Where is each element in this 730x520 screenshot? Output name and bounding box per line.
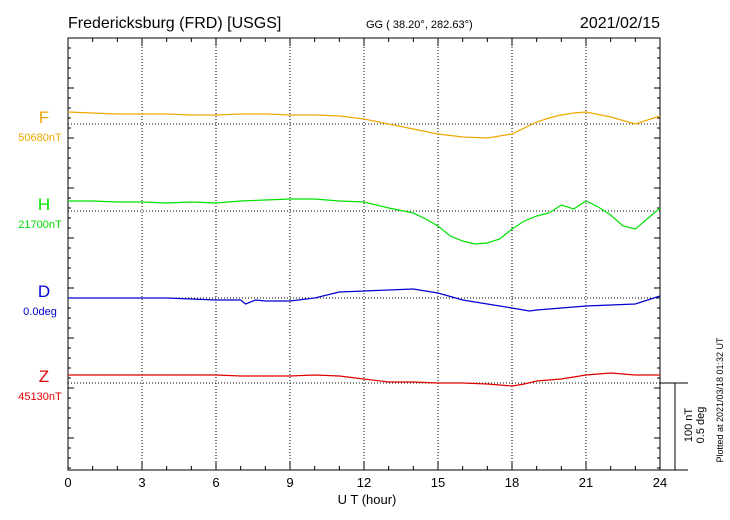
series-baseline-z: 45130nT — [18, 391, 62, 403]
series-line-d — [68, 288, 661, 312]
series-baseline-h: 21700nT — [18, 219, 62, 231]
series-line-z — [68, 372, 660, 387]
chart-date: 2021/02/15 — [580, 15, 660, 32]
x-tick-label: 24 — [653, 475, 667, 490]
scale-bar — [660, 382, 688, 471]
x-tick-label: 18 — [505, 475, 519, 490]
x-axis-label: U T (hour) — [338, 492, 397, 507]
series-baseline-f: 50680nT — [18, 132, 62, 144]
x-tick-label: 9 — [286, 475, 293, 490]
x-tick-label: 15 — [431, 475, 445, 490]
x-tick-label: 3 — [138, 475, 145, 490]
x-tick-label: 12 — [357, 475, 371, 490]
scale-label-deg: 0.5 deg — [695, 407, 707, 444]
x-axis: 0 3 6 9 12 15 18 21 24 — [64, 38, 667, 490]
series-line-f — [67, 111, 661, 139]
station-coordinates: GG ( 38.20°, 282.63°) — [366, 19, 473, 31]
x-tick-label: 21 — [579, 475, 593, 490]
series-baseline-d: 0.0deg — [23, 306, 57, 318]
series-line-h — [68, 198, 661, 245]
x-tick-label: 6 — [212, 475, 219, 490]
series-name-z: Z — [39, 367, 49, 386]
series-name-f: F — [39, 108, 49, 127]
series-labels: F 50680nT H 21700nT D 0.0deg Z 45130nT — [18, 108, 62, 403]
series-name-h: H — [38, 195, 50, 214]
chart-title: Fredericksburg (FRD) [USGS] — [68, 15, 281, 32]
x-tick-label: 0 — [64, 475, 71, 490]
series-name-d: D — [38, 282, 50, 301]
plot-grid — [68, 38, 660, 470]
plotted-timestamp: Plotted at 2021/03/18 01:32 UT — [715, 337, 725, 463]
scale-label-nt: 100 nT — [683, 408, 695, 443]
series-group — [67, 111, 661, 387]
